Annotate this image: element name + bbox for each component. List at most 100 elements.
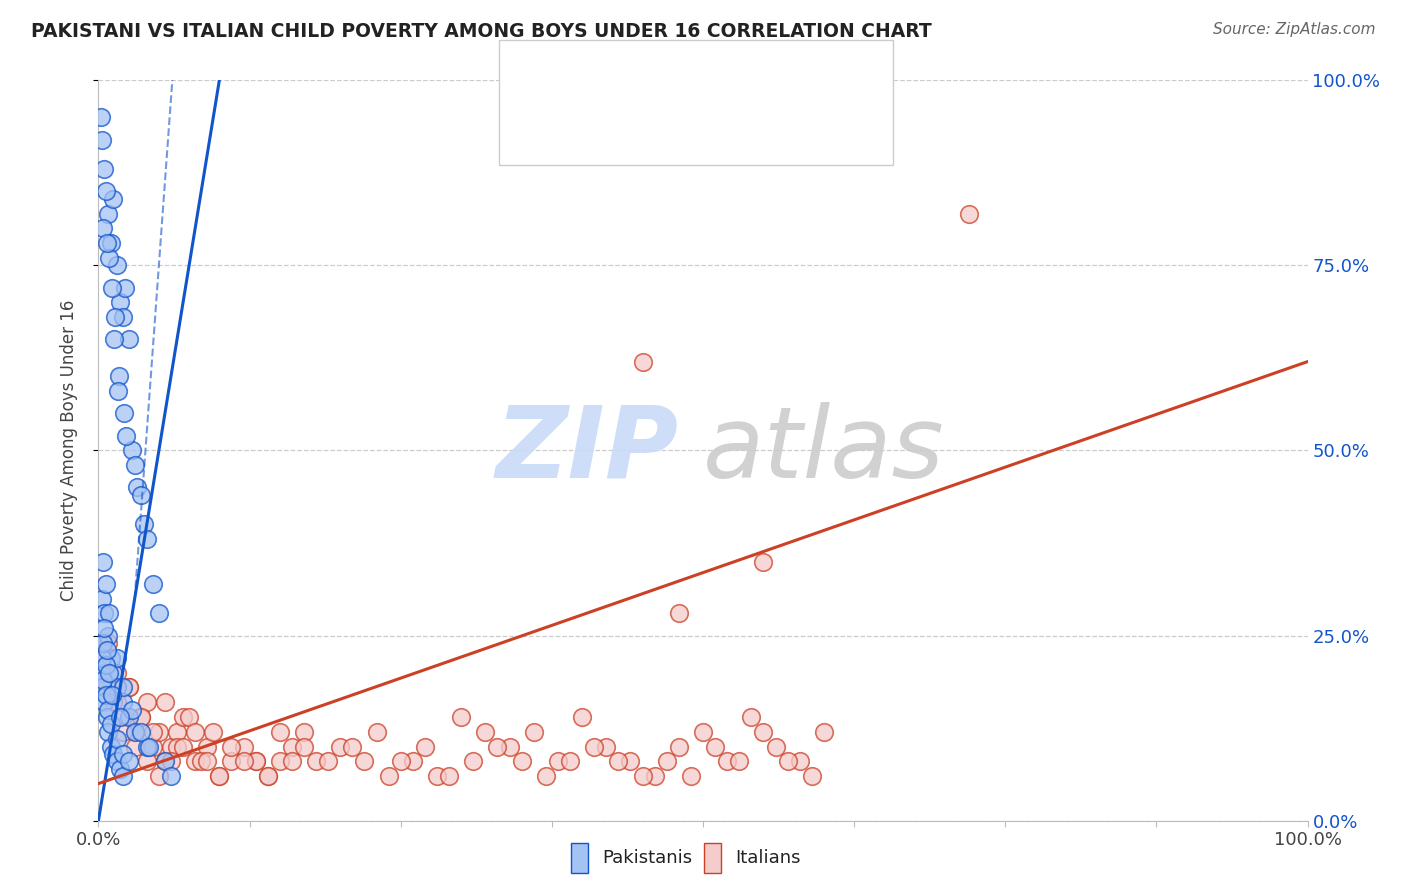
Point (101, 192, 124, 206)
Point (644, 769, 666, 783)
Point (118, 681, 141, 695)
Point (97, 206, 120, 220)
Point (101, 747, 124, 761)
Point (184, 724, 207, 739)
Point (121, 703, 143, 717)
Point (138, 739, 160, 754)
Point (450, 710, 472, 724)
Point (179, 710, 201, 724)
Point (135, 739, 157, 754)
Point (108, 369, 131, 384)
Point (124, 724, 146, 739)
Point (148, 769, 170, 783)
Text: Italians: Italians (735, 849, 801, 867)
Point (112, 407, 135, 421)
Point (583, 739, 606, 754)
Point (153, 755, 176, 769)
Point (166, 739, 188, 754)
Point (111, 724, 134, 739)
Text: atlas: atlas (703, 402, 945, 499)
Point (104, 310, 127, 325)
Point (105, 755, 128, 769)
Point (160, 755, 183, 769)
Point (269, 724, 291, 739)
Point (108, 295, 131, 310)
Point (100, 280, 122, 294)
Point (91, 221, 114, 235)
Point (221, 755, 243, 769)
Point (366, 724, 388, 739)
Point (377, 769, 399, 783)
Point (607, 755, 630, 769)
Point (111, 747, 134, 761)
Point (124, 458, 146, 473)
Point (90, 111, 112, 125)
Point (329, 739, 352, 754)
Point (108, 710, 131, 724)
Point (105, 650, 128, 665)
Text: ZIP: ZIP (496, 402, 679, 499)
Text: R = 0.692   N = 75: R = 0.692 N = 75 (546, 68, 716, 86)
Point (105, 732, 128, 747)
Point (208, 769, 231, 783)
Point (716, 755, 738, 769)
Point (631, 354, 654, 368)
Point (498, 739, 520, 754)
Point (692, 724, 714, 739)
Point (97, 636, 120, 650)
Point (91, 636, 114, 650)
Point (134, 517, 156, 532)
Point (595, 739, 617, 754)
Point (98, 665, 121, 680)
Point (245, 755, 267, 769)
Point (100, 717, 122, 731)
Point (740, 710, 762, 724)
Point (108, 762, 131, 776)
Point (256, 769, 278, 783)
Point (166, 724, 188, 739)
Point (118, 710, 141, 724)
Point (91, 555, 114, 569)
Point (111, 769, 134, 783)
Point (172, 710, 194, 724)
Point (96, 643, 118, 657)
Point (463, 755, 485, 769)
Point (93, 607, 115, 621)
Point (96, 236, 118, 251)
Point (111, 710, 134, 724)
Point (96, 710, 118, 724)
Point (129, 488, 152, 502)
Point (837, 95, 859, 110)
Point (94, 658, 117, 673)
Point (292, 739, 315, 754)
Point (765, 739, 787, 754)
Point (93, 665, 115, 680)
Point (98, 607, 121, 621)
Point (153, 695, 176, 709)
Point (305, 755, 328, 769)
Point (124, 739, 146, 754)
Point (100, 650, 122, 665)
Point (752, 555, 775, 569)
Point (342, 739, 364, 754)
Point (105, 259, 128, 273)
Point (101, 665, 124, 680)
Point (776, 755, 799, 769)
Point (752, 724, 775, 739)
Point (202, 724, 225, 739)
Text: R =  0.511   N = 96: R = 0.511 N = 96 (546, 120, 721, 137)
Point (93, 162, 115, 177)
Point (195, 755, 218, 769)
Point (94, 184, 117, 198)
Point (704, 739, 727, 754)
Point (208, 769, 231, 783)
Point (129, 710, 152, 724)
Point (426, 769, 449, 783)
Point (256, 769, 278, 783)
Point (105, 695, 128, 709)
Point (957, 206, 980, 220)
Point (245, 755, 267, 769)
Point (121, 443, 143, 458)
Point (97, 628, 120, 642)
Point (114, 280, 136, 294)
